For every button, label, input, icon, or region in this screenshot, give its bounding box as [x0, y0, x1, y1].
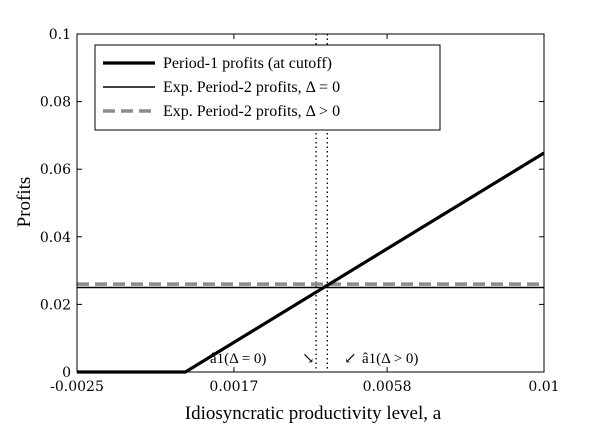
plot-frame: [76, 33, 545, 373]
legend: Period-1 profits (at cutoff) Exp. Period-…: [94, 44, 441, 131]
y-tick-label-5: 0.1: [49, 27, 71, 43]
x-tick-label-2: 0.0058: [363, 379, 412, 395]
legend-label-0: Period-1 profits (at cutoff): [163, 55, 332, 72]
legend-label-2: Exp. Period-2 profits, Δ > 0: [163, 103, 340, 120]
annotation-arrow-0: ↘: [302, 351, 315, 367]
y-tick-label-3: 0.06: [40, 162, 71, 178]
legend-label-1: Exp. Period-2 profits, Δ = 0: [163, 79, 340, 96]
y-tick-label-2: 0.04: [40, 230, 71, 246]
annotation-label-0: â1(Δ = 0): [210, 351, 266, 367]
y-tick-label-4: 0.08: [40, 95, 71, 111]
y-tick-label-1: 0.02: [40, 297, 71, 313]
x-tick-label-1: 0.0017: [209, 379, 258, 395]
axes: -0.0025 0.0017 0.0058 0.01 0 0.02 0.04 0.06 0.08…: [40, 27, 560, 395]
annotation-label-1: â1(Δ > 0): [362, 351, 418, 367]
x-tick-label-0: -0.0025: [50, 379, 104, 395]
x-axis-label: Idiosyncratic productivity level, a: [185, 403, 442, 424]
y-axis-label: Profits: [14, 177, 35, 228]
annotations: â1(Δ = 0) ↘ ↙ â1(Δ > 0): [210, 351, 418, 367]
annotation-arrow-1: ↙: [344, 351, 357, 367]
series-line-0: [77, 151, 545, 374]
y-tick-label-0: 0: [62, 365, 71, 381]
x-tick-label-3: 0.01: [528, 379, 559, 395]
